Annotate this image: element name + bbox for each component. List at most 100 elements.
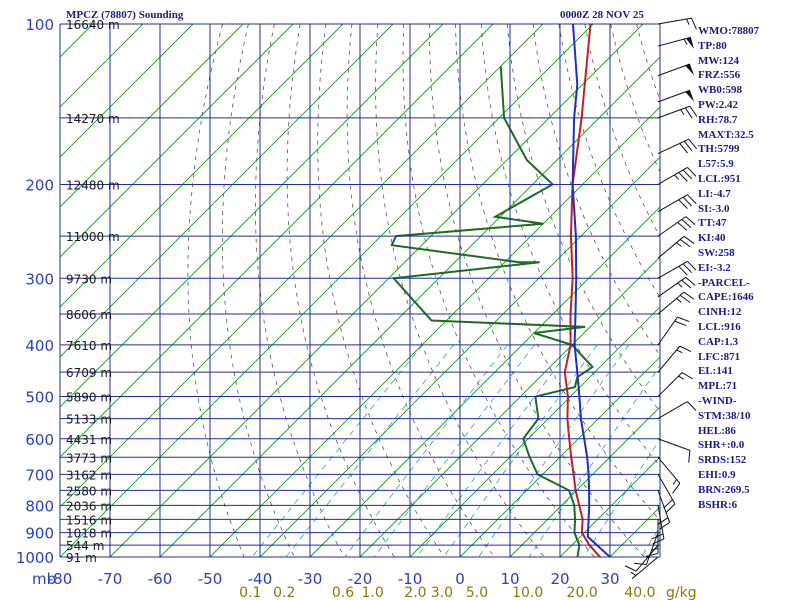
mixing-ratio-line [344,344,508,557]
index-item: LCL:916 [698,320,741,333]
wind-barb-flag [682,263,693,274]
wind-barb-flag [679,239,691,248]
wind-barb-shaft [657,276,687,298]
temperature-tick-label: 20 [550,570,569,588]
wind-barb-flag [679,345,692,352]
height-label: 544 m [66,539,104,553]
wind-barb-flag [687,401,697,411]
index-item: HEL:86 [698,424,736,437]
index-item: CAP:1.3 [698,335,739,348]
mixing-ratio-line [443,344,598,557]
parcel-profile [571,24,611,557]
wind-barb-shaft [657,63,691,77]
wind-barb-shaft [657,505,665,539]
wind-barb-shaft [657,89,691,103]
isotherm [109,24,644,557]
pressure-tick-label: 800 [25,497,54,515]
wind-barb-shaft [657,138,690,154]
wind-barb [657,490,671,530]
wind-barb-shaft [657,36,691,47]
dry-adiabat [346,24,495,557]
isotherm [60,24,194,158]
isotherm [359,256,660,557]
wind-barb-flag [679,143,688,154]
wind-barb-shaft [657,235,685,259]
mixing-ratio-label: 20.0 [567,585,598,600]
wind-barb-half-flag [680,109,685,116]
index-item: CINH:12 [698,306,742,319]
wind-barb-flag [683,291,695,300]
wind-barb-shaft [657,17,692,25]
mixing-ratio-label: 5.0 [466,585,488,600]
wind-barb-flag [665,503,676,513]
wind-barb-flag [657,517,669,525]
mixing-ratio-line [416,344,574,557]
isotherm [559,456,660,557]
index-item: MW:124 [698,54,739,67]
height-label: 1018 m [66,527,112,541]
wind-barb-shaft [657,194,688,213]
mixing-ratio-label: 0.2 [273,585,295,600]
wind-barb-shaft [657,372,683,397]
isotherm [60,24,394,358]
mixing-ratio-line [251,344,423,557]
index-item: STM:38/10 [698,409,751,422]
wind-barb [657,456,681,494]
mixing-ratio-label: 2.0 [404,585,426,600]
wind-barb-shaft [631,556,659,580]
indices-panel: WMO:78807 TP:80 MW:124 FRZ:556 WB0:598 PW:2.4… [698,24,800,512]
temperature-tick-label: -60 [148,570,173,588]
dry-adiabat [506,24,660,413]
dry-adiabat [286,24,395,557]
index-item: SW:258 [698,246,735,259]
wind-barb-flag [688,450,691,463]
height-label: 16640 m [66,18,120,32]
wind-barb-flag [687,167,697,177]
height-label: 11000 m [66,230,120,244]
wind-barb-flag [677,316,690,322]
mixing-ratio-label: 1.0 [362,585,384,600]
wind-barb-flag [683,140,693,152]
wind-barb-shaft [657,438,691,451]
temperature-tick-label: 0 [455,570,465,588]
wind-barb-flag [624,565,637,572]
isotherm [60,24,494,458]
wind-barb-flag [687,194,697,204]
wind-barb-flag [684,107,693,119]
isotherm [60,24,244,208]
wind-barb [657,474,676,513]
wind-barb-pennant [685,90,695,102]
pressure-tick-label: 600 [25,431,54,449]
index-item: LFC:871 [698,350,741,363]
height-label: 8606 m [66,308,112,322]
index-item: BRN:269.5 [698,483,750,496]
index-item: L57:5.9 [698,158,734,171]
wind-barb-pennant [686,37,694,49]
height-label: 5133 m [66,413,112,427]
mixing-ratio-line [583,438,660,557]
pressure-tick-label: 900 [25,525,54,543]
height-label: 4431 m [66,433,112,447]
wind-barb [657,291,695,315]
wind-barb-half-flag [678,375,685,380]
wind-barb [657,438,691,463]
wind-barb-shaft [657,216,687,237]
mixing-ratio-label: 3.0 [431,585,453,600]
height-label: 2580 m [66,484,112,498]
wind-barb-shaft [657,401,688,420]
height-label: 3162 m [66,468,112,482]
index-item: SHR+:0.0 [698,439,745,452]
wind-barb-flag [672,483,681,494]
wind-barb-flag [678,265,688,276]
index-item: SI:-3.0 [698,202,730,215]
mixing-ratio-unit: g/kg [666,585,697,600]
isotherm [209,106,660,557]
wind-barb-flag [663,499,673,509]
wind-barb-shaft [657,456,681,484]
height-label: 6709 m [66,366,112,380]
wind-barb [657,401,697,420]
wind-barb-half-flag [686,18,690,25]
wind-barb-flag [678,172,688,182]
temperature-profile [563,24,603,557]
wind-barb [657,345,692,373]
